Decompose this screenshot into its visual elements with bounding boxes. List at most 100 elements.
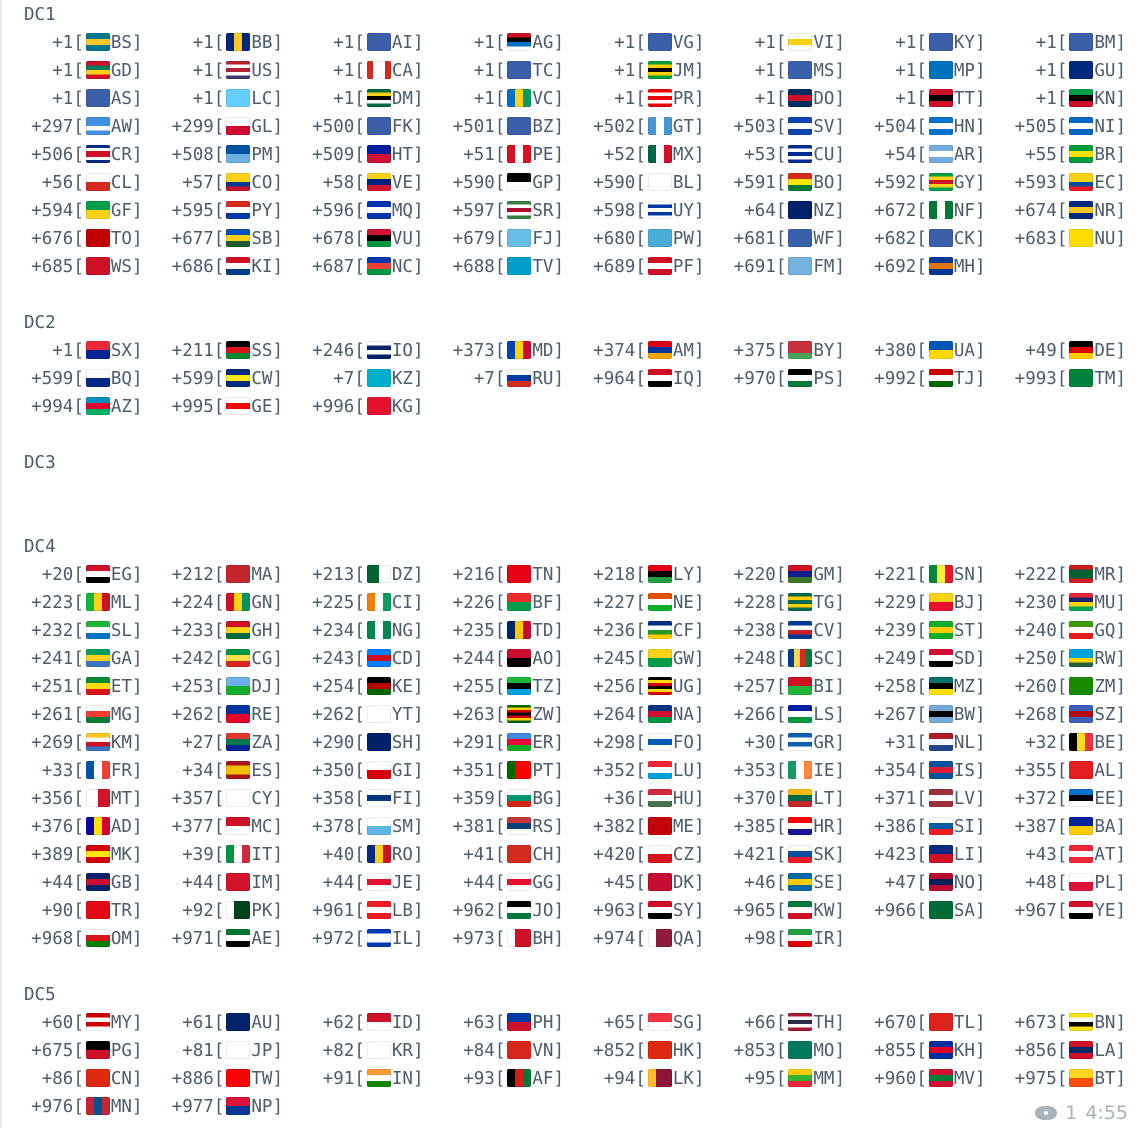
- country-code-entry: +852[HK]: [564, 1037, 705, 1065]
- open-bracket: [: [213, 397, 225, 417]
- open-bracket: [: [354, 173, 365, 193]
- dial-code: +977: [171, 1097, 214, 1117]
- dial-code: +370: [733, 789, 776, 809]
- open-bracket: [: [213, 761, 225, 781]
- open-bracket: [: [916, 1069, 927, 1089]
- close-bracket: ]: [1115, 845, 1126, 865]
- open-bracket: [: [1056, 145, 1068, 165]
- country-iso-code: BO: [813, 173, 835, 193]
- close-bracket: ]: [272, 1097, 283, 1117]
- dial-code: +225: [312, 593, 355, 613]
- flag-gb-icon: [85, 873, 110, 891]
- country-iso-code: TG: [813, 593, 835, 613]
- close-bracket: ]: [272, 593, 283, 613]
- country-code-entry: +39[IT]: [143, 841, 283, 869]
- open-bracket: [: [213, 1041, 225, 1061]
- open-bracket: [: [213, 201, 225, 221]
- country-code-entry: +672[NF]: [845, 197, 986, 225]
- country-iso-code: BH: [532, 929, 554, 949]
- dial-code: +60: [41, 1013, 74, 1033]
- close-bracket: ]: [1115, 341, 1126, 361]
- close-bracket: ]: [1115, 593, 1126, 613]
- dial-code: +220: [733, 565, 776, 585]
- close-bracket: ]: [553, 677, 564, 697]
- country-iso-code: CY: [251, 789, 273, 809]
- flag-bz-icon: [507, 117, 532, 135]
- country-code-entry: +676[TO]: [2, 225, 143, 253]
- close-bracket: ]: [131, 229, 143, 249]
- open-bracket: [: [73, 677, 84, 697]
- country-code-entry: +46[SE]: [705, 869, 845, 897]
- dial-code: +7: [333, 369, 355, 389]
- open-bracket: [: [635, 117, 646, 137]
- dial-code: +1: [333, 33, 355, 53]
- dial-code: +1: [754, 89, 776, 109]
- flag-vg-icon: [647, 33, 672, 51]
- country-code-entry: +1[GU]: [986, 57, 1126, 85]
- open-bracket: [: [1056, 873, 1068, 893]
- country-code-entry: +376[AD]: [2, 813, 143, 841]
- country-iso-code: IL: [391, 929, 413, 949]
- close-bracket: ]: [693, 593, 705, 613]
- close-bracket: ]: [974, 369, 986, 389]
- country-iso-code: MS: [813, 61, 835, 81]
- country-code-entry: +262[RE]: [143, 701, 283, 729]
- country-code-entry: +960[MV]: [845, 1065, 986, 1093]
- country-code-entry: +974[QA]: [564, 925, 705, 953]
- dial-code: +297: [31, 117, 74, 137]
- country-iso-code: TT: [953, 89, 975, 109]
- open-bracket: [: [635, 145, 646, 165]
- open-bracket: [: [494, 89, 506, 109]
- eye-icon: [1035, 1106, 1058, 1120]
- close-bracket: ]: [834, 145, 845, 165]
- open-bracket: [: [354, 845, 365, 865]
- country-code-entry: +1[VG]: [564, 29, 705, 57]
- close-bracket: ]: [974, 817, 986, 837]
- close-bracket: ]: [553, 1041, 564, 1061]
- close-bracket: ]: [272, 845, 283, 865]
- close-bracket: ]: [553, 705, 564, 725]
- country-code-entry: +44[GG]: [424, 869, 564, 897]
- close-bracket: ]: [272, 565, 283, 585]
- flag-cw-icon: [226, 369, 251, 387]
- dial-code: +82: [322, 1041, 355, 1061]
- flag-td-icon: [507, 621, 532, 639]
- flag-pg-icon: [85, 1041, 110, 1059]
- open-bracket: [: [494, 61, 506, 81]
- open-bracket: [: [354, 201, 365, 221]
- flag-au-icon: [226, 1013, 251, 1031]
- close-bracket: ]: [1115, 33, 1126, 53]
- open-bracket: [: [775, 901, 787, 921]
- close-bracket: ]: [974, 117, 986, 137]
- country-code-entry: +53[CU]: [705, 141, 845, 169]
- country-code-entry: +256[UG]: [564, 673, 705, 701]
- flag-as-icon: [85, 89, 110, 107]
- country-iso-code: NR: [1094, 201, 1116, 221]
- dial-code: +1: [192, 33, 214, 53]
- flag-sz-icon: [1069, 705, 1094, 723]
- country-code-entry: +967[YE]: [986, 897, 1126, 925]
- close-bracket: ]: [412, 257, 424, 277]
- country-iso-code: ES: [251, 761, 273, 781]
- flag-vi-icon: [788, 33, 813, 51]
- flag-kw-icon: [788, 901, 813, 919]
- close-bracket: ]: [131, 1013, 143, 1033]
- country-code-entry: +51[PE]: [424, 141, 564, 169]
- close-bracket: ]: [131, 1041, 143, 1061]
- close-bracket: ]: [834, 257, 845, 277]
- dial-code: +680: [593, 229, 636, 249]
- close-bracket: ]: [412, 565, 424, 585]
- close-bracket: ]: [131, 901, 143, 921]
- country-iso-code: DO: [813, 89, 835, 109]
- country-code-entry: +679[FJ]: [424, 225, 564, 253]
- flag-nz-icon: [788, 201, 813, 219]
- dial-code: +967: [1014, 901, 1057, 921]
- close-bracket: ]: [412, 789, 424, 809]
- open-bracket: [: [494, 229, 506, 249]
- country-iso-code: SY: [672, 901, 694, 921]
- country-code-entry: +58[VE]: [283, 169, 424, 197]
- dial-code: +677: [171, 229, 214, 249]
- dial-code: +692: [874, 257, 917, 277]
- country-iso-code: PY: [251, 201, 273, 221]
- open-bracket: [: [1056, 761, 1068, 781]
